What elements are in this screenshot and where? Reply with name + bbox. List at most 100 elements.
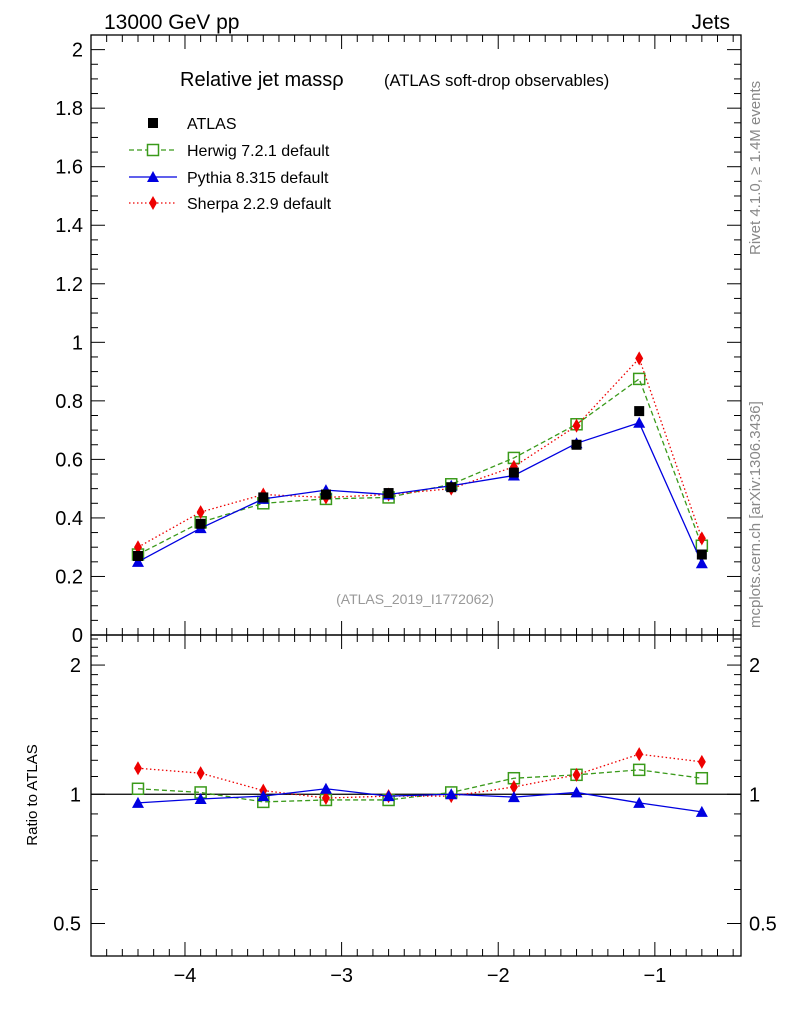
marker-atlas <box>320 489 331 500</box>
marker-sherpa <box>133 761 142 776</box>
marker-pythia <box>319 782 332 794</box>
marker-sherpa <box>572 418 581 433</box>
marker-sherpa <box>635 351 644 366</box>
legend-marker-herwig <box>146 143 160 157</box>
x-tick-label: −4 <box>174 965 197 987</box>
marker-herwig <box>131 782 145 796</box>
x-tick-label: −2 <box>487 965 510 987</box>
ratio-line-herwig <box>137 769 702 803</box>
main-series-pythia <box>131 416 708 569</box>
plot-title: Relative jet massρ <box>180 69 344 91</box>
marker-pythia <box>695 805 708 817</box>
marker-herwig <box>632 372 646 386</box>
marker-pythia <box>570 786 583 798</box>
marker-pythia <box>445 788 458 800</box>
marker-pythia <box>633 796 646 808</box>
legend-marker-pythia <box>147 171 159 182</box>
marker-atlas <box>195 518 206 529</box>
ratio-y-tick-label-right: 1 <box>749 784 760 806</box>
main-series-atlas <box>132 406 707 561</box>
marker-sherpa <box>635 747 644 762</box>
marker-atlas <box>132 550 143 561</box>
ratio-series-layer <box>131 747 709 817</box>
marker-atlas <box>446 482 457 493</box>
ratio-series-sherpa <box>133 747 706 806</box>
marker-atlas <box>258 492 269 503</box>
ratio-y-tick-label: 2 <box>70 655 81 677</box>
ratio-axes: −4 −3 −2 −1 0.5 0.5 1 1 2 2 <box>53 635 777 987</box>
legend-entry-atlas: ATLAS <box>148 116 237 133</box>
marker-pythia <box>695 557 708 569</box>
marker-sherpa <box>133 540 142 555</box>
main-y-tick-label: 1.8 <box>55 98 83 120</box>
analysis-watermark: (ATLAS_2019_I1772062) <box>336 591 494 607</box>
rivet-label: Rivet 4.1.0, ≥ 1.4M events <box>747 81 764 255</box>
main-line-sherpa <box>137 357 703 548</box>
main-series-herwig <box>131 372 709 561</box>
plot-subtitle: (ATLAS soft-drop observables) <box>384 72 609 90</box>
marker-pythia <box>131 796 144 808</box>
ratio-series-herwig <box>131 763 709 809</box>
marker-herwig <box>632 763 646 777</box>
legend-label-herwig: Herwig 7.2.1 default <box>187 143 330 160</box>
main-y-tick-label: 1 <box>72 332 83 354</box>
legend-marker-sherpa <box>149 196 157 210</box>
legend-entry-herwig: Herwig 7.2.1 default <box>129 143 330 160</box>
legend-entry-sherpa: Sherpa 2.2.9 default <box>129 196 332 213</box>
main-line-pythia <box>137 422 703 564</box>
marker-sherpa <box>196 766 205 781</box>
marker-sherpa <box>697 754 706 769</box>
main-y-tick-label: 1.4 <box>55 215 83 237</box>
x-tick-label: −3 <box>330 965 353 987</box>
marker-herwig <box>695 771 709 785</box>
ratio-y-axis-label: Ratio to ATLAS <box>24 744 41 845</box>
marker-pythia <box>257 790 270 802</box>
ratio-line-sherpa <box>137 753 702 799</box>
main-y-tick-label: 0 <box>72 625 83 647</box>
main-y-tick-label: 0.4 <box>55 508 83 530</box>
mcplots-label: mcplots.cern.ch [arXiv:1306.3436] <box>747 401 764 628</box>
main-y-tick-label: 1.2 <box>55 274 83 296</box>
marker-sherpa <box>697 531 706 546</box>
legend: ATLAS Herwig 7.2.1 default Pythia 8.315 … <box>129 116 332 213</box>
ratio-series-pythia <box>131 782 708 817</box>
marker-atlas <box>634 406 645 417</box>
main-series-layer <box>131 351 709 569</box>
legend-label-pythia: Pythia 8.315 default <box>187 170 329 187</box>
marker-atlas <box>571 439 582 450</box>
main-y-tick-label: 1.6 <box>55 157 83 179</box>
main-line-herwig <box>137 377 703 556</box>
ratio-y-tick-label-right: 0.5 <box>749 913 777 935</box>
main-y-tick-label: 2 <box>72 40 83 62</box>
main-y-tick-label: 0.2 <box>55 566 83 588</box>
legend-entry-pythia: Pythia 8.315 default <box>129 170 329 187</box>
marker-sherpa <box>321 791 330 806</box>
ratio-y-tick-label-right: 2 <box>749 655 760 677</box>
x-tick-label: −1 <box>643 965 666 987</box>
marker-pythia <box>633 416 646 428</box>
header-left: 13000 GeV pp <box>104 11 239 34</box>
marker-pythia <box>382 790 395 802</box>
marker-sherpa <box>509 779 518 794</box>
legend-label-atlas: ATLAS <box>187 116 237 133</box>
legend-label-sherpa: Sherpa 2.2.9 default <box>187 196 332 213</box>
marker-sherpa <box>196 505 205 520</box>
legend-marker-atlas <box>148 118 158 128</box>
marker-atlas <box>696 549 707 560</box>
marker-pythia <box>507 791 520 803</box>
ratio-y-tick-label: 1 <box>70 784 81 806</box>
main-series-sherpa <box>133 351 706 555</box>
marker-pythia <box>131 555 144 567</box>
ratio-line-pythia <box>137 788 702 813</box>
ratio-plot-frame <box>90 634 742 957</box>
marker-atlas <box>383 488 394 499</box>
marker-pythia <box>194 793 207 805</box>
main-y-tick-label: 0.8 <box>55 391 83 413</box>
ratio-y-tick-label: 0.5 <box>53 913 81 935</box>
header-right: Jets <box>691 11 730 34</box>
main-y-tick-label: 0.6 <box>55 449 83 471</box>
marker-atlas <box>508 467 519 478</box>
marker-sherpa <box>572 767 581 782</box>
main-axes: 0 0.2 0.4 0.6 0.8 1 1.2 1.4 1.6 1.8 2 <box>55 35 741 647</box>
